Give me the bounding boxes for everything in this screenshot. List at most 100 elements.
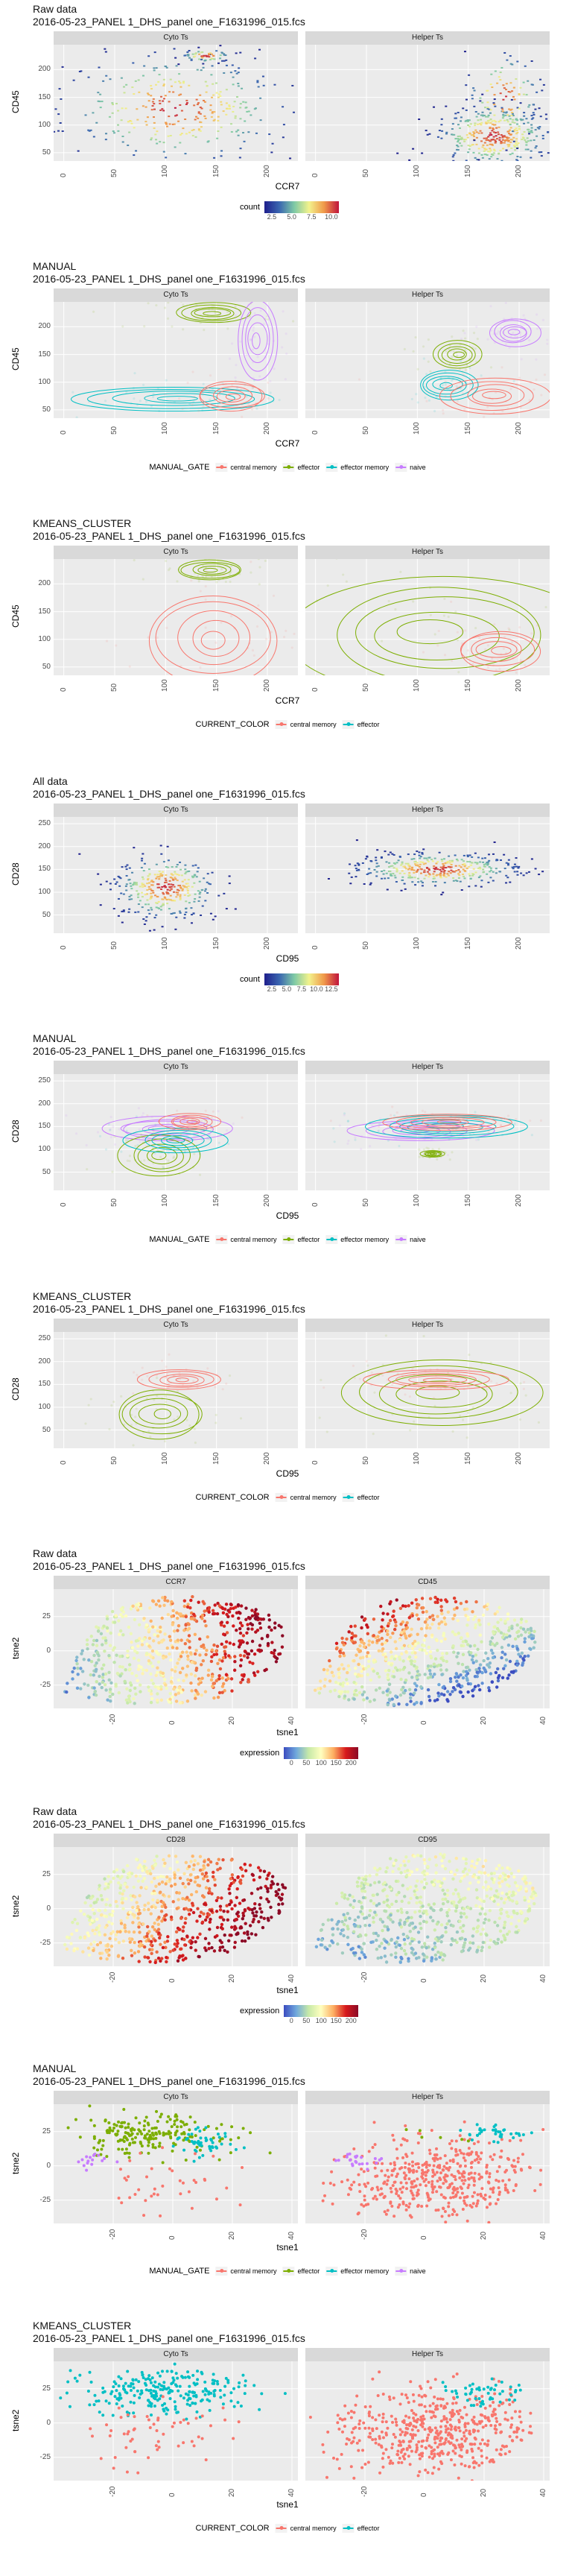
density-bin <box>95 121 98 124</box>
tsne-point <box>408 1696 413 1700</box>
background-point <box>332 1127 335 1130</box>
density-bin <box>111 102 114 104</box>
density-bin <box>530 131 533 133</box>
density-bin <box>225 113 228 116</box>
density-bin <box>191 135 194 137</box>
tsne-point <box>173 1670 177 1673</box>
tsne-point <box>439 1605 443 1609</box>
background-point <box>126 1159 129 1162</box>
tsne-point <box>104 1882 108 1886</box>
tsne-point <box>88 1916 92 1919</box>
background-point <box>436 644 439 647</box>
density-bin <box>400 864 403 866</box>
density-bin <box>239 118 242 120</box>
background-point <box>443 597 446 601</box>
background-point <box>258 566 261 569</box>
density-bin <box>204 888 207 890</box>
tsne-point <box>128 1875 132 1878</box>
background-point <box>143 1159 146 1162</box>
density-contour <box>425 1152 441 1157</box>
tsne-point <box>197 1600 200 1604</box>
tsne-point <box>150 1892 154 1895</box>
background-point <box>253 312 256 315</box>
background-point <box>411 1366 414 1369</box>
density-contour <box>305 575 550 675</box>
density-bin <box>228 105 231 107</box>
density-bin <box>105 880 108 883</box>
density-bin <box>78 70 81 72</box>
tsne-point <box>250 1908 254 1912</box>
density-bin <box>179 887 182 889</box>
tsne-point <box>95 1661 98 1665</box>
density-bin <box>160 875 163 877</box>
background-point <box>223 573 226 576</box>
tsne-point <box>441 1652 445 1655</box>
background-point <box>489 366 493 369</box>
density-bin <box>158 100 161 102</box>
tsne-point <box>232 1881 235 1884</box>
tsne-point <box>317 1691 321 1695</box>
tsne-point <box>160 1904 164 1908</box>
density-bin <box>216 137 219 139</box>
tsne-point <box>200 1617 204 1620</box>
x-tick-label: 150 <box>463 1194 472 1207</box>
density-bin <box>395 871 398 873</box>
background-point <box>147 1430 150 1433</box>
density-bin <box>197 128 200 130</box>
density-bin <box>174 871 177 873</box>
y-tick-label: 150 <box>38 1122 51 1131</box>
tsne-point <box>177 1891 181 1895</box>
density-bin <box>506 139 509 142</box>
density-bin <box>206 892 209 894</box>
tsne-point <box>372 1634 375 1638</box>
density-contour <box>112 391 235 406</box>
density-bin <box>376 849 379 851</box>
tsne-point <box>372 1669 376 1673</box>
background-point <box>442 614 445 617</box>
tsne-point <box>156 1629 159 1633</box>
density-bin <box>242 132 245 134</box>
density-bin <box>171 878 174 880</box>
tsne-point <box>333 1688 337 1692</box>
density-bin <box>501 139 504 141</box>
background-point <box>438 386 441 389</box>
tsne-point <box>215 1925 220 1930</box>
density-bin <box>151 884 154 886</box>
tsne-point <box>86 1683 90 1688</box>
density-bin <box>198 53 201 55</box>
density-bin <box>137 892 140 894</box>
tsne-point <box>206 1635 209 1639</box>
tsne-point <box>187 1865 191 1869</box>
density-bin <box>237 129 240 131</box>
tsne-point <box>436 1691 440 1695</box>
density-bin <box>489 112 492 114</box>
tsne-point <box>270 1875 275 1878</box>
density-contour <box>238 302 279 381</box>
tsne-point <box>457 1675 460 1679</box>
colorbar-column: 2.5 5.0 7.5 10.0 12.5 <box>264 973 339 996</box>
tsne-point <box>150 1625 155 1629</box>
tsne-point <box>105 1949 109 1953</box>
tsne-point <box>107 1670 111 1675</box>
density-bin <box>433 868 436 870</box>
density-bin <box>507 130 510 133</box>
tsne-point <box>229 1900 233 1904</box>
density-bin <box>450 866 453 868</box>
density-bin <box>422 861 425 863</box>
density-contour <box>213 386 253 405</box>
y-tick-label: -25 <box>39 1680 51 1689</box>
tsne-point <box>163 1940 167 1944</box>
tsne-point <box>250 1623 255 1627</box>
y-tick-label: 50 <box>42 1425 51 1434</box>
x-tick-label: -20 <box>109 1714 117 1725</box>
background-point <box>257 559 260 561</box>
tsne-point <box>153 1625 157 1629</box>
background-point <box>104 400 107 402</box>
tsne-point <box>357 1876 361 1880</box>
density-bin <box>199 891 202 894</box>
tsne-point <box>87 1918 92 1922</box>
density-contour <box>122 1128 229 1154</box>
tsne-point <box>93 1664 97 1667</box>
plot-canvas <box>305 302 550 418</box>
tsne-point <box>498 1929 503 1933</box>
